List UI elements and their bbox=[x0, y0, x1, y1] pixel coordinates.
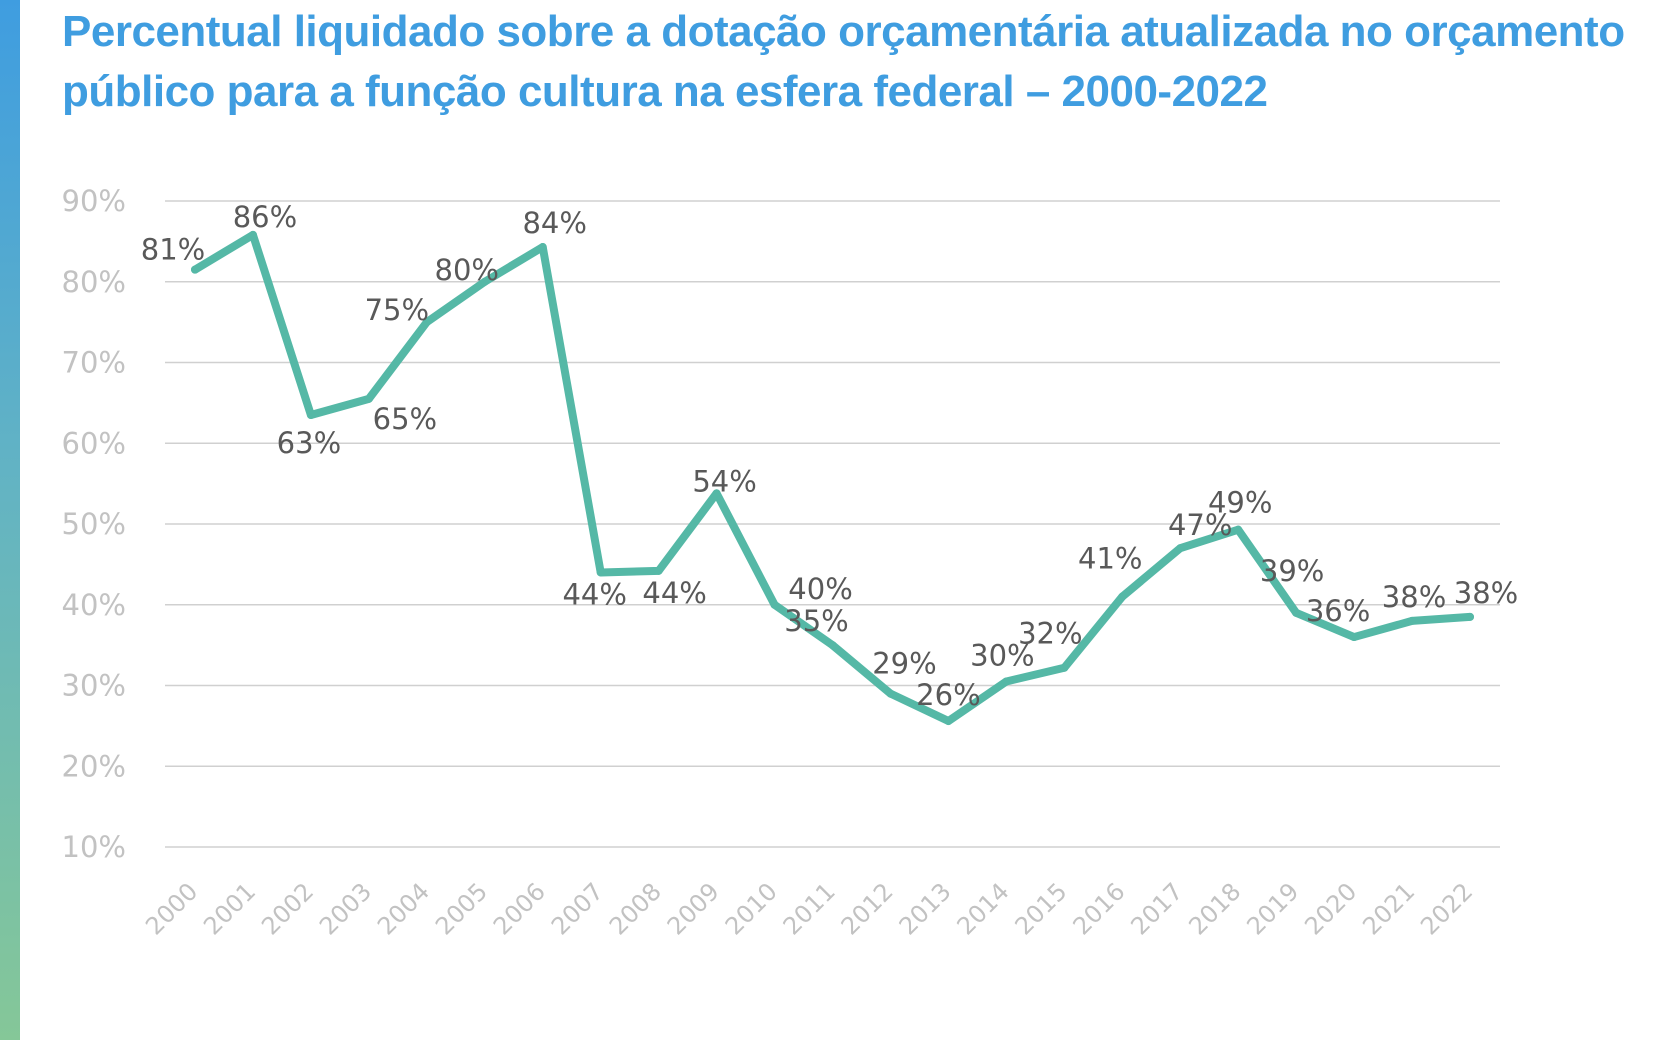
x-tick-label: 2013 bbox=[894, 877, 957, 940]
data-label: 32% bbox=[1018, 617, 1082, 651]
data-label: 75% bbox=[365, 293, 429, 327]
series-lines bbox=[191, 230, 1474, 726]
y-tick-label: 70% bbox=[62, 346, 126, 380]
data-label: 35% bbox=[784, 604, 848, 638]
x-tick-label: 2009 bbox=[662, 877, 725, 940]
data-label: 44% bbox=[562, 577, 626, 611]
x-tick-label: 2018 bbox=[1183, 877, 1246, 940]
y-tick-label: 60% bbox=[62, 426, 126, 460]
data-label: 84% bbox=[522, 206, 586, 240]
data-point bbox=[364, 394, 373, 403]
x-tick-label: 2022 bbox=[1415, 877, 1478, 940]
x-tick-label: 2001 bbox=[198, 877, 261, 940]
x-tick-label: 2005 bbox=[430, 877, 493, 940]
chart-title: Percentual liquidado sobre a dotação orç… bbox=[62, 7, 1625, 116]
x-tick-label: 2000 bbox=[140, 877, 203, 940]
x-tick-label: 2017 bbox=[1125, 877, 1188, 940]
data-point bbox=[886, 689, 895, 698]
data-point bbox=[480, 277, 489, 286]
data-point bbox=[1466, 612, 1474, 621]
data-point bbox=[248, 230, 257, 239]
x-tick-label: 2012 bbox=[836, 877, 899, 940]
data-point bbox=[538, 243, 547, 252]
y-tick-label: 80% bbox=[62, 265, 126, 299]
data-point bbox=[944, 717, 953, 726]
data-label: 29% bbox=[872, 647, 936, 681]
y-tick-label: 30% bbox=[62, 669, 126, 703]
y-tick-label: 50% bbox=[62, 507, 126, 541]
x-tick-label: 2011 bbox=[778, 877, 841, 940]
x-tick-label: 2008 bbox=[604, 877, 667, 940]
x-tick-label: 2021 bbox=[1357, 877, 1420, 940]
data-point bbox=[1350, 633, 1359, 642]
x-tick-label: 2007 bbox=[546, 877, 609, 940]
data-point bbox=[422, 318, 431, 327]
data-label: 63% bbox=[277, 426, 341, 460]
x-tick-label: 2002 bbox=[256, 877, 319, 940]
data-point bbox=[1060, 663, 1069, 672]
data-point bbox=[596, 568, 605, 577]
data-label: 86% bbox=[233, 200, 297, 234]
data-label: 44% bbox=[642, 576, 706, 610]
y-tick-label: 90% bbox=[62, 184, 126, 218]
data-label: 81% bbox=[141, 233, 205, 267]
data-label: 39% bbox=[1260, 554, 1324, 588]
data-label: 38% bbox=[1382, 580, 1446, 614]
x-tick-label: 2019 bbox=[1241, 877, 1304, 940]
data-point bbox=[306, 410, 315, 419]
data-point bbox=[828, 641, 837, 650]
data-label: 26% bbox=[916, 678, 980, 712]
data-label: 54% bbox=[692, 464, 756, 498]
data-point bbox=[1292, 608, 1301, 617]
x-tick-label: 2003 bbox=[314, 877, 377, 940]
data-point bbox=[191, 265, 199, 274]
data-label: 65% bbox=[373, 402, 437, 436]
data-label: 38% bbox=[1454, 576, 1518, 610]
x-tick-label: 2016 bbox=[1068, 877, 1131, 940]
data-point bbox=[1234, 525, 1243, 534]
y-tick-label: 20% bbox=[62, 749, 126, 783]
x-axis-ticks: 2000200120022003200420052006200720082009… bbox=[140, 877, 1478, 940]
data-label: 41% bbox=[1078, 542, 1142, 576]
x-tick-label: 2015 bbox=[1010, 877, 1073, 940]
x-tick-label: 2020 bbox=[1299, 877, 1362, 940]
data-point bbox=[1176, 544, 1185, 553]
y-tick-label: 10% bbox=[62, 830, 126, 864]
data-point bbox=[1408, 616, 1417, 625]
data-point bbox=[770, 600, 779, 609]
data-label: 80% bbox=[435, 253, 499, 287]
data-label: 47% bbox=[1168, 508, 1232, 542]
x-tick-label: 2004 bbox=[372, 877, 435, 940]
data-point bbox=[1118, 592, 1127, 601]
data-point bbox=[654, 566, 663, 575]
data-point bbox=[1002, 677, 1011, 686]
data-label: 40% bbox=[788, 572, 852, 606]
x-tick-label: 2010 bbox=[720, 877, 783, 940]
data-point bbox=[712, 489, 721, 498]
x-tick-label: 2006 bbox=[488, 877, 551, 940]
gridlines bbox=[165, 200, 1500, 848]
data-label: 49% bbox=[1208, 486, 1272, 520]
data-label: 36% bbox=[1306, 594, 1370, 628]
x-tick-label: 2014 bbox=[952, 877, 1015, 940]
y-axis-ticks: 10% 20% 30% 40% 50% 60% 70% 80% 90% bbox=[62, 184, 126, 864]
data-labels: 81% 86% 63% 65% 75%80% 84% 44% 44% 54% 40%35% 29%2… bbox=[141, 200, 1518, 712]
y-tick-label: 40% bbox=[62, 588, 126, 622]
accent-bar bbox=[0, 0, 20, 1040]
data-label: 30% bbox=[970, 638, 1034, 672]
